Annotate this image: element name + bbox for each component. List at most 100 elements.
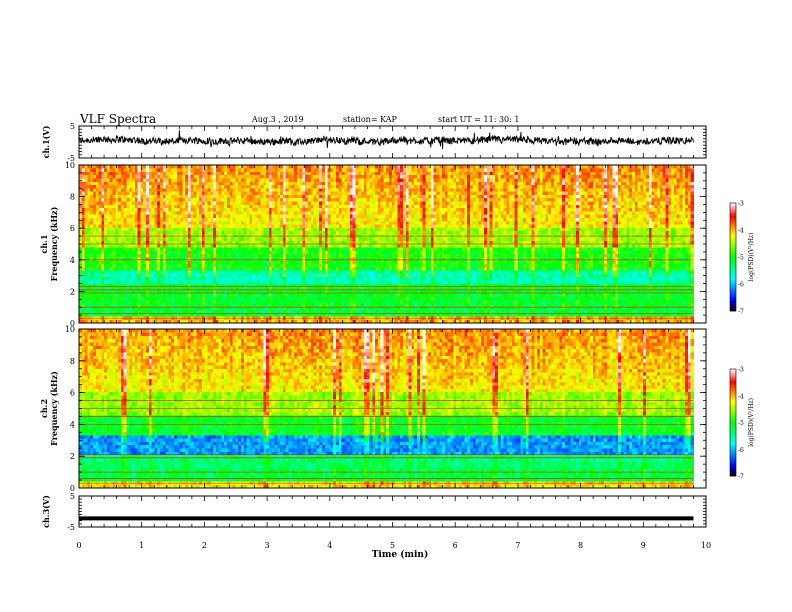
spectrogram-cell <box>615 310 618 314</box>
spectrogram-cell <box>269 310 272 314</box>
spectrogram-cell <box>160 310 163 314</box>
spectrogram-cell <box>132 310 135 314</box>
spectrogram-cell <box>668 303 671 307</box>
spectrogram-cell <box>562 310 565 314</box>
spectrogram-cell <box>414 303 417 307</box>
spectrogram-cell <box>579 310 582 314</box>
spectrogram-cell <box>272 297 275 301</box>
spectrogram-cell <box>437 300 440 304</box>
spectrogram-cell <box>219 303 222 307</box>
spectrogram-cell <box>82 297 85 301</box>
spectrogram-cell <box>582 310 585 314</box>
spectrogram-cell <box>93 310 96 314</box>
spectrogram-cell <box>333 303 336 307</box>
spectrogram-cell <box>221 297 224 301</box>
spectrogram-cell <box>149 300 152 304</box>
spectrogram-cell <box>269 300 272 304</box>
spectrogram-cell <box>487 310 490 314</box>
spectrogram-cell <box>263 297 266 301</box>
spectrogram-cell <box>587 310 590 314</box>
spectrogram-cell <box>294 297 297 301</box>
spectrogram-cell <box>389 310 392 314</box>
spectrogram-cell <box>283 310 286 314</box>
spectrogram-cell <box>163 300 166 304</box>
spectrogram-cell <box>182 303 185 307</box>
spectrogram-cell <box>523 310 526 314</box>
spectrogram-cell <box>420 303 423 307</box>
spectrogram-cell <box>638 310 641 314</box>
spectrogram-cell <box>205 300 208 304</box>
spectrogram-cell <box>350 300 353 304</box>
spectrogram-cell <box>252 300 255 304</box>
spectrogram-cell <box>473 300 476 304</box>
spectrogram-cell <box>601 310 604 314</box>
spectrogram-cell <box>518 310 521 314</box>
spectrogram-cell <box>431 300 434 304</box>
spectrogram-cell <box>213 303 216 307</box>
spectrogram-cell <box>615 300 618 304</box>
spectrogram-cell <box>358 300 361 304</box>
spectrogram-cell <box>361 303 364 307</box>
spectrogram-cell <box>638 303 641 307</box>
spectrogram-cell <box>266 303 269 307</box>
spectrogram-cell <box>361 300 364 304</box>
spectrogram-cell <box>118 310 121 314</box>
spectrogram-cell <box>157 297 160 301</box>
spectrogram-cell <box>587 303 590 307</box>
spectrogram-cell <box>314 297 317 301</box>
spectrogram-cell <box>353 297 356 301</box>
spectrogram-cell <box>224 297 227 301</box>
spectrogram-cell <box>182 297 185 301</box>
spectrogram-cell <box>406 303 409 307</box>
spectrogram-cell <box>154 303 157 307</box>
spectrogram-cell <box>537 310 540 314</box>
spectrogram-cell <box>484 300 487 304</box>
spectrogram-cell <box>316 303 319 307</box>
spectrogram-cell <box>654 303 657 307</box>
spectrogram-cell <box>358 303 361 307</box>
spectrogram-cell <box>174 310 177 314</box>
spectrogram-cell <box>389 300 392 304</box>
spectrogram-cell <box>96 300 99 304</box>
spectrogram-cell <box>531 310 534 314</box>
spectrogram-cell <box>364 297 367 301</box>
spectrogram-cell <box>235 303 238 307</box>
spectrogram-cell <box>115 300 118 304</box>
spectrogram-cell <box>216 300 219 304</box>
spectrogram-cell <box>504 303 507 307</box>
spectrogram-cell <box>604 300 607 304</box>
spectrogram-cell <box>361 297 364 301</box>
spectrogram-cell <box>417 300 420 304</box>
spectrogram-cell <box>372 303 375 307</box>
spectrogram-cell <box>333 310 336 314</box>
spectrogram-cell <box>618 303 621 307</box>
spectrogram-cell <box>263 303 266 307</box>
spectrogram-cell <box>635 310 638 314</box>
spectrogram-cell <box>495 303 498 307</box>
spectrogram-cell <box>403 300 406 304</box>
spectrogram-cell <box>249 303 252 307</box>
spectrogram-cell <box>235 300 238 304</box>
spectrogram-cell <box>325 300 328 304</box>
spectrogram-cell <box>361 310 364 314</box>
spectrogram-cell <box>596 303 599 307</box>
spectrogram-cell <box>96 303 99 307</box>
spectrogram-cell <box>216 310 219 314</box>
spectrogram-cell <box>221 310 224 314</box>
spectrogram-cell <box>328 297 331 301</box>
spectrogram-cell <box>258 297 261 301</box>
spectrogram-cell <box>255 310 258 314</box>
spectrogram-cell <box>168 297 171 301</box>
spectrogram-cell <box>322 303 325 307</box>
spectrogram-cell <box>660 303 663 307</box>
spectrogram-cell <box>163 297 166 301</box>
ch1-spectrogram-panel: 0246810ch.1Frequency (kHz) <box>39 161 706 328</box>
spectrogram-cell <box>300 300 303 304</box>
spectrogram-cell <box>333 297 336 301</box>
spectrogram-cell <box>319 300 322 304</box>
spectrogram-cell <box>425 303 428 307</box>
spectrogram-cell <box>691 300 694 304</box>
spectrogram-cell <box>199 310 202 314</box>
ch1-waveform-panel: 5-5ch.1(V) <box>41 122 706 163</box>
spectrogram-cell <box>93 300 96 304</box>
